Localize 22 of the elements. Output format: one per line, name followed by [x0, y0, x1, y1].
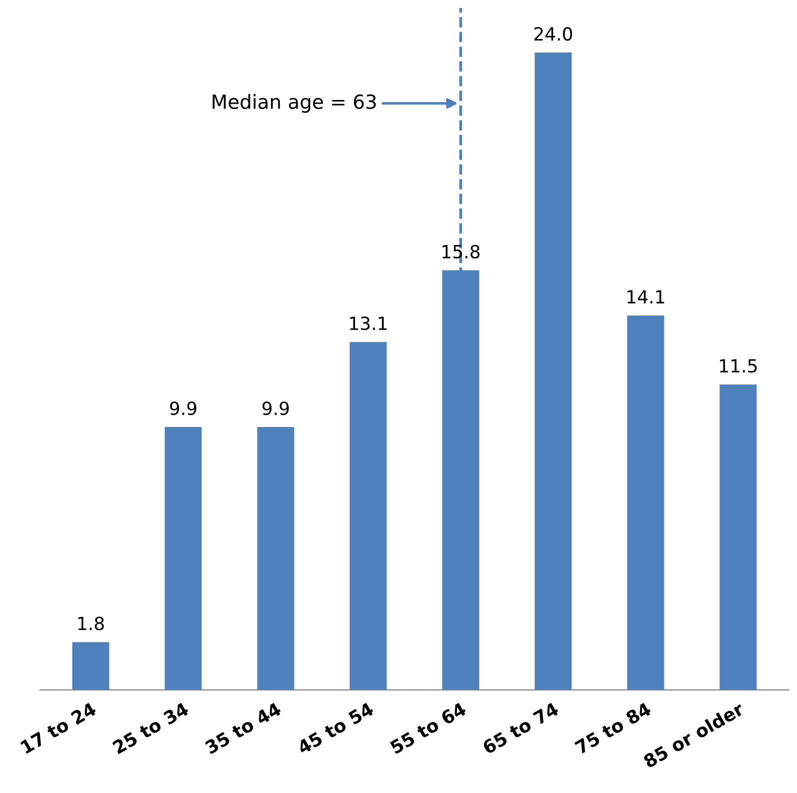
bar: [534, 52, 572, 690]
bar: [72, 642, 110, 690]
x-tick-label: 55 to 64: [389, 702, 467, 754]
x-tick-label: 17 to 24: [20, 702, 97, 754]
x-tick-label: 45 to 54: [296, 702, 374, 755]
data-label: 1.8: [78, 616, 104, 630]
data-label: 24.0: [534, 27, 572, 41]
data-label: 14.1: [628, 290, 664, 304]
bar: [627, 315, 664, 690]
data-label: 11.5: [720, 359, 757, 373]
data-label: 9.9: [170, 402, 196, 416]
bar: [350, 342, 387, 690]
bar: [257, 426, 294, 690]
ref-line-label: Median age = 63: [212, 94, 376, 113]
bar: [164, 426, 202, 690]
x-tick-label: 35 to 44: [204, 702, 282, 754]
bar: [720, 384, 757, 690]
data-label: 15.8: [442, 244, 480, 258]
data-label: 13.1: [350, 316, 387, 330]
x-tick-label: 25 to 34: [112, 702, 190, 754]
data-label: 9.9: [262, 402, 289, 416]
x-tick-label: 65 to 74: [482, 702, 560, 754]
